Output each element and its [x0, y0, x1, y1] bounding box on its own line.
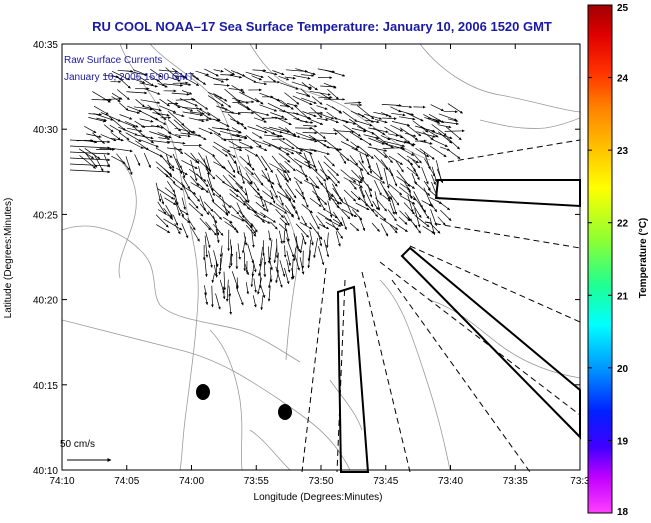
colorbar-tick-label: 21 [617, 291, 629, 302]
x-tick-label: 73:45 [373, 476, 398, 487]
current-vector [100, 149, 113, 150]
x-tick-label: 73:35 [503, 476, 528, 487]
y-tick-label: 40:25 [33, 210, 58, 221]
colorbar-tick-label: 24 [617, 74, 629, 85]
colorbar-tick-label: 20 [617, 364, 629, 375]
current-vector [318, 97, 332, 98]
y-tick-label: 40:10 [33, 466, 58, 477]
x-axis-label: Longitude (Degrees:Minutes) [254, 492, 383, 503]
x-tick-label: 74:00 [179, 476, 204, 487]
x-tick-label: 73:50 [308, 476, 333, 487]
y-tick-label: 40:35 [33, 40, 58, 51]
y-axis-label: Latitude (Degrees:Minutes) [3, 198, 14, 319]
x-tick-label: 73:40 [438, 476, 463, 487]
x-tick-label: 74:10 [49, 476, 74, 487]
x-tick-label: 73:3 [570, 476, 590, 487]
current-vector [183, 145, 202, 146]
current-vector [244, 252, 245, 271]
colorbar-tick-label: 18 [617, 507, 629, 518]
current-vector [220, 75, 233, 76]
colorbar: 25 24 23 22 21 20 19 18 Temperature (°C) [588, 3, 649, 518]
y-tick-label: 40:20 [33, 296, 58, 307]
x-tick-label: 74:05 [114, 476, 139, 487]
mooring-marker-1 [196, 384, 210, 400]
colorbar-tick-label: 19 [617, 436, 629, 447]
current-vector [444, 111, 458, 112]
colorbar-gradient [588, 5, 612, 513]
figure-title: RU COOL NOAA–17 Sea Surface Temperature:… [92, 19, 552, 34]
colorbar-label: Temperature (°C) [638, 218, 649, 299]
current-vector [303, 251, 304, 269]
current-vector [284, 231, 285, 244]
y-tick-label: 40:30 [33, 125, 58, 136]
colorbar-tick-label: 22 [617, 219, 629, 230]
current-vector [303, 133, 318, 134]
colorbar-tick-label: 25 [617, 3, 629, 14]
legend-line-2: January 10, 2006 15:00 GMT [64, 72, 194, 83]
mooring-marker-2 [278, 404, 292, 420]
colorbar-tick-label: 23 [617, 146, 629, 157]
plot-area: Raw Surface Currents January 10, 2006 15… [60, 44, 580, 472]
x-tick-label: 73:55 [244, 476, 269, 487]
legend-line-1: Raw Surface Currents [64, 55, 162, 66]
scale-label: 50 cm/s [60, 439, 95, 450]
y-tick-label: 40:15 [33, 381, 58, 392]
